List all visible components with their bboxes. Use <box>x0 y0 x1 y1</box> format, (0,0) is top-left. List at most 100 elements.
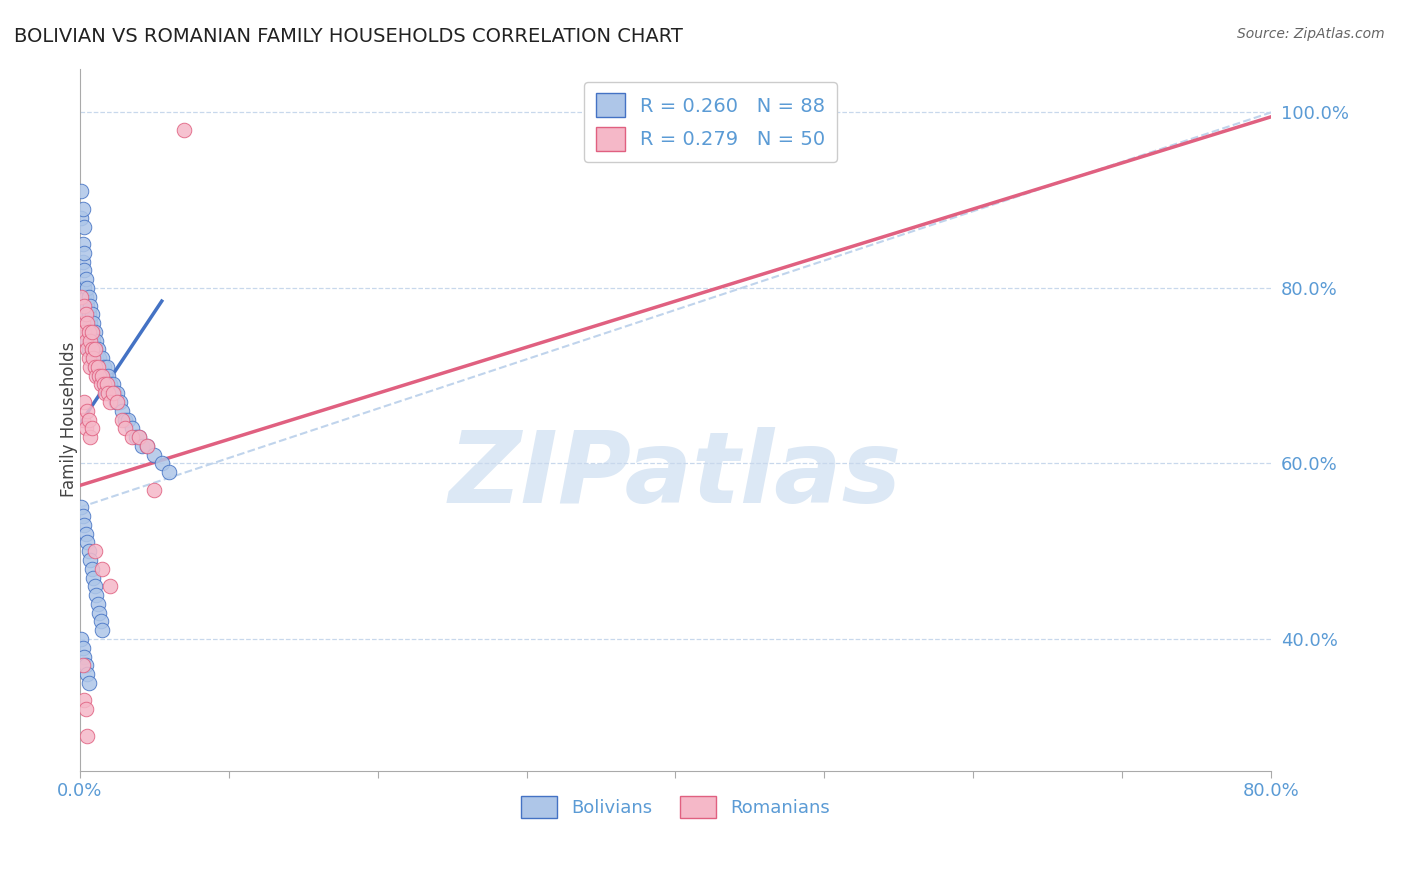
Point <box>87 359 110 374</box>
Point <box>105 386 128 401</box>
Point <box>100 386 122 401</box>
Point <box>73 395 96 409</box>
Point <box>82 334 104 348</box>
Point <box>89 368 111 383</box>
Point <box>70 185 93 199</box>
Point <box>76 316 98 330</box>
Point <box>73 245 96 260</box>
Point <box>83 325 105 339</box>
Point <box>108 395 131 409</box>
Point <box>79 334 101 348</box>
Point <box>77 343 100 357</box>
Point <box>93 377 115 392</box>
Point <box>105 395 128 409</box>
Point <box>79 430 101 444</box>
Point <box>90 615 112 629</box>
Point <box>77 544 100 558</box>
Point <box>73 325 96 339</box>
Point <box>128 430 150 444</box>
Point <box>77 676 100 690</box>
Point <box>91 562 114 576</box>
Point <box>80 325 103 339</box>
Point <box>83 343 105 357</box>
Point <box>80 343 103 357</box>
Point <box>83 579 105 593</box>
Point <box>93 359 115 374</box>
Point <box>83 359 105 374</box>
Point <box>125 430 148 444</box>
Point <box>87 343 110 357</box>
Point <box>87 359 110 374</box>
Point <box>173 123 195 137</box>
Point <box>91 624 114 638</box>
Point <box>75 658 97 673</box>
Point <box>76 281 98 295</box>
Point <box>72 658 94 673</box>
Point <box>72 298 94 312</box>
Point <box>114 421 136 435</box>
Point <box>73 281 96 295</box>
Point <box>79 316 101 330</box>
Point <box>72 202 94 216</box>
Y-axis label: Family Households: Family Households <box>60 342 77 498</box>
Point <box>110 404 132 418</box>
Point <box>80 307 103 321</box>
Point <box>121 430 143 444</box>
Point <box>76 298 98 312</box>
Point <box>84 368 107 383</box>
Point <box>98 377 121 392</box>
Point <box>73 263 96 277</box>
Point <box>72 509 94 524</box>
Point <box>91 368 114 383</box>
Point <box>91 351 114 366</box>
Point <box>143 483 166 497</box>
Point <box>93 377 115 392</box>
Point <box>76 535 98 549</box>
Point <box>75 272 97 286</box>
Point <box>73 219 96 234</box>
Point <box>75 290 97 304</box>
Point <box>75 316 97 330</box>
Point <box>83 343 105 357</box>
Point <box>90 359 112 374</box>
Point <box>76 729 98 743</box>
Point <box>82 351 104 366</box>
Point <box>83 359 105 374</box>
Point <box>75 307 97 321</box>
Point <box>75 702 97 716</box>
Point <box>98 395 121 409</box>
Point <box>77 290 100 304</box>
Point <box>84 334 107 348</box>
Point <box>101 386 124 401</box>
Point <box>76 343 98 357</box>
Point <box>103 386 125 401</box>
Point <box>135 439 157 453</box>
Point <box>89 606 111 620</box>
Point <box>77 412 100 426</box>
Point <box>80 421 103 435</box>
Point <box>76 334 98 348</box>
Point <box>80 562 103 576</box>
Point <box>76 316 98 330</box>
Point <box>98 579 121 593</box>
Point <box>70 211 93 225</box>
Point <box>73 693 96 707</box>
Point <box>131 439 153 453</box>
Text: ZIPatlas: ZIPatlas <box>449 427 903 524</box>
Point <box>96 377 118 392</box>
Point <box>82 316 104 330</box>
Legend: Bolivians, Romanians: Bolivians, Romanians <box>513 789 837 825</box>
Point <box>77 307 100 321</box>
Point <box>96 377 118 392</box>
Text: BOLIVIAN VS ROMANIAN FAMILY HOUSEHOLDS CORRELATION CHART: BOLIVIAN VS ROMANIAN FAMILY HOUSEHOLDS C… <box>14 27 683 45</box>
Point <box>80 325 103 339</box>
Point <box>77 325 100 339</box>
Point <box>73 517 96 532</box>
Point <box>97 368 120 383</box>
Point <box>87 597 110 611</box>
Point <box>79 359 101 374</box>
Point <box>75 421 97 435</box>
Point <box>94 386 117 401</box>
Point <box>72 316 94 330</box>
Point <box>94 368 117 383</box>
